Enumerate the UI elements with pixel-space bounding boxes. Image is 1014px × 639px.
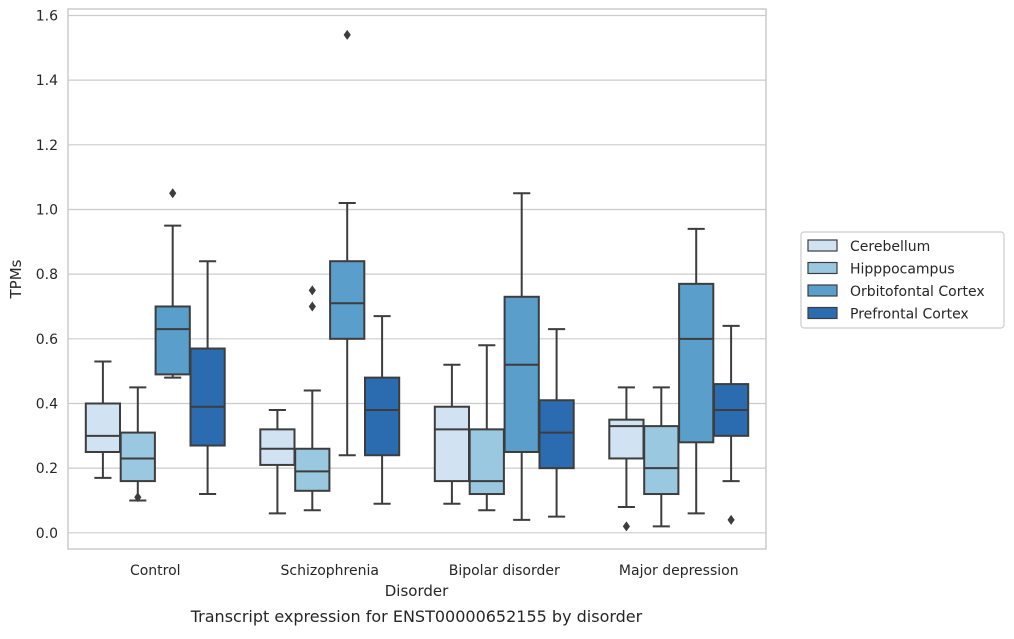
box-hipppocampus (119, 386, 156, 503)
box-prefrontal-cortex (538, 328, 575, 518)
x-tick-label: Bipolar disorder (449, 563, 560, 579)
iqr-box (678, 282, 715, 444)
outlier-point (308, 285, 316, 296)
legend-label: Orbitofontal Cortex (850, 284, 985, 300)
marks-layer (84, 29, 750, 532)
y-tick-label: 0.0 (36, 526, 58, 542)
outlier-point (134, 492, 142, 503)
y-tick-label: 1.6 (36, 8, 58, 24)
iqr-box (294, 447, 331, 492)
iqr-box (433, 405, 471, 483)
y-tick-label: 1.4 (36, 73, 58, 89)
iqr-box (259, 428, 296, 466)
box-prefrontal-cortex (712, 324, 750, 525)
y-axis-label: TPMs (7, 259, 25, 299)
legend-label: Prefrontal Cortex (850, 307, 969, 323)
y-tick-label: 0.4 (36, 396, 58, 412)
box-prefrontal-cortex (189, 260, 226, 496)
legend-swatch (807, 284, 838, 297)
iqr-box (329, 260, 366, 340)
legend: Cerebellum Hipppocampus Orbitofontal Corte… (800, 231, 1005, 329)
box-cerebellum (259, 408, 296, 515)
box-hipppocampus (294, 285, 331, 512)
outlier-point (308, 301, 316, 312)
outlier-point (343, 29, 351, 40)
legend-frame (800, 231, 1005, 329)
box-orbitofontal-cortex (678, 227, 715, 515)
y-tick-label: 0.6 (36, 332, 58, 348)
box-orbitofontal-cortex (329, 29, 366, 457)
legend-label: Hipppocampus (850, 262, 955, 278)
outlier-point (169, 188, 177, 199)
box-hipppocampus (468, 344, 505, 512)
box-cerebellum (433, 363, 471, 505)
box-hipppocampus (643, 386, 680, 528)
x-tick-label: Control (130, 563, 181, 579)
x-tick-label: Major depression (619, 563, 739, 579)
iqr-box (363, 376, 401, 457)
iqr-box (468, 428, 505, 496)
box-cerebellum (84, 360, 122, 479)
iqr-box (189, 347, 226, 447)
y-tick-label: 0.2 (36, 461, 58, 477)
iqr-box (503, 295, 540, 453)
outlier-point (727, 514, 735, 525)
x-axis-label: Disorder (385, 582, 449, 600)
box-prefrontal-cortex (363, 315, 401, 505)
iqr-box (538, 399, 575, 470)
box-orbitofontal-cortex (503, 192, 540, 521)
box-cerebellum (608, 386, 645, 532)
iqr-box (84, 402, 122, 453)
legend-swatch (807, 239, 838, 252)
iqr-box (119, 431, 156, 483)
iqr-box (643, 425, 680, 496)
y-tick-label: 1.0 (36, 202, 58, 218)
box-orbitofontal-cortex (154, 188, 191, 379)
plot-frame (67, 8, 767, 550)
legend-swatch (807, 261, 838, 275)
y-tick-label: 1.2 (36, 138, 58, 154)
y-tick-label: 0.8 (36, 267, 58, 283)
x-tick-label: Schizophrenia (281, 563, 379, 579)
legend-label: Cerebellum (850, 239, 930, 255)
outlier-point (622, 521, 630, 532)
legend-swatch (807, 306, 838, 320)
figure-caption: Transcript expression for ENST0000065215… (190, 607, 643, 626)
iqr-box (154, 305, 191, 376)
axis-layer: 0.0 0.2 0.4 0.6 0.8 1.0 1.2 1.4 1.6 Control Schizo… (36, 8, 767, 579)
